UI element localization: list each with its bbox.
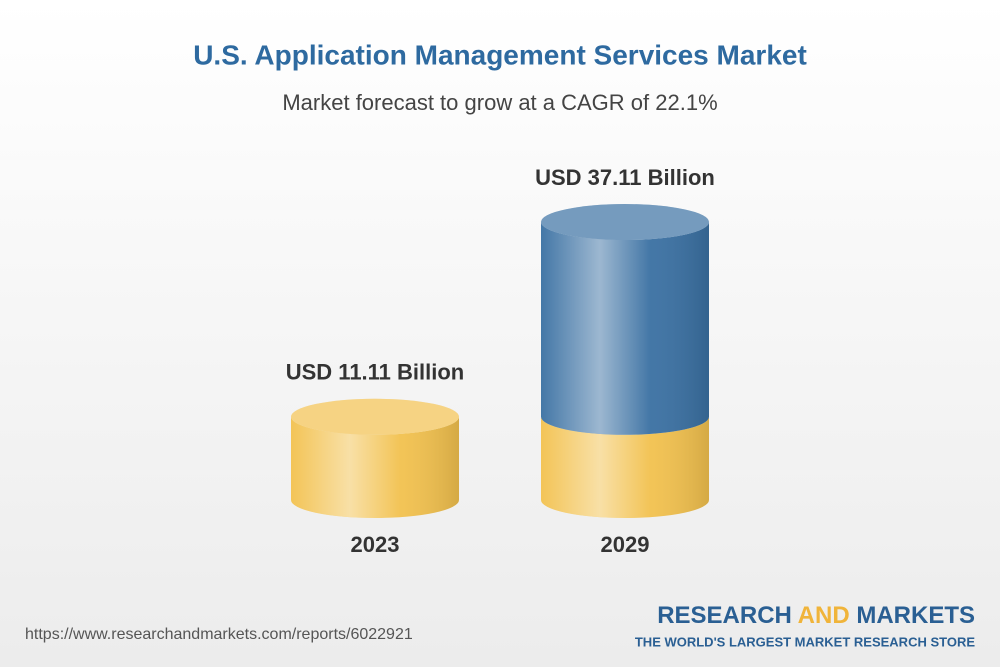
logo: RESEARCH AND MARKETS [657,602,975,629]
value-label: USD 37.11 Billion [535,165,715,190]
shading [541,222,709,435]
category-label: 2023 [351,532,400,557]
value-label: USD 11.11 Billion [286,360,465,385]
category-label: 2029 [601,532,650,557]
shading [291,398,459,435]
cylinder-top [541,204,709,241]
chart-subtitle: Market forecast to grow at a CAGR of 22.… [282,90,717,115]
logo-word: RESEARCH [657,602,792,629]
chart-title: U.S. Application Management Services Mar… [193,39,807,70]
logo-word: AND [798,602,850,629]
shading [291,416,459,518]
logo-tagline: THE WORLD'S LARGEST MARKET RESEARCH STOR… [635,634,975,649]
source-url: https://www.researchandmarkets.com/repor… [25,626,413,643]
shading [541,416,709,518]
cylinder-top [291,398,459,435]
shading [541,204,709,241]
logo-word: MARKETS [856,602,975,629]
plot: USD 11.11 Billion 2023 USD 37.11 Billion 20… [286,165,715,557]
